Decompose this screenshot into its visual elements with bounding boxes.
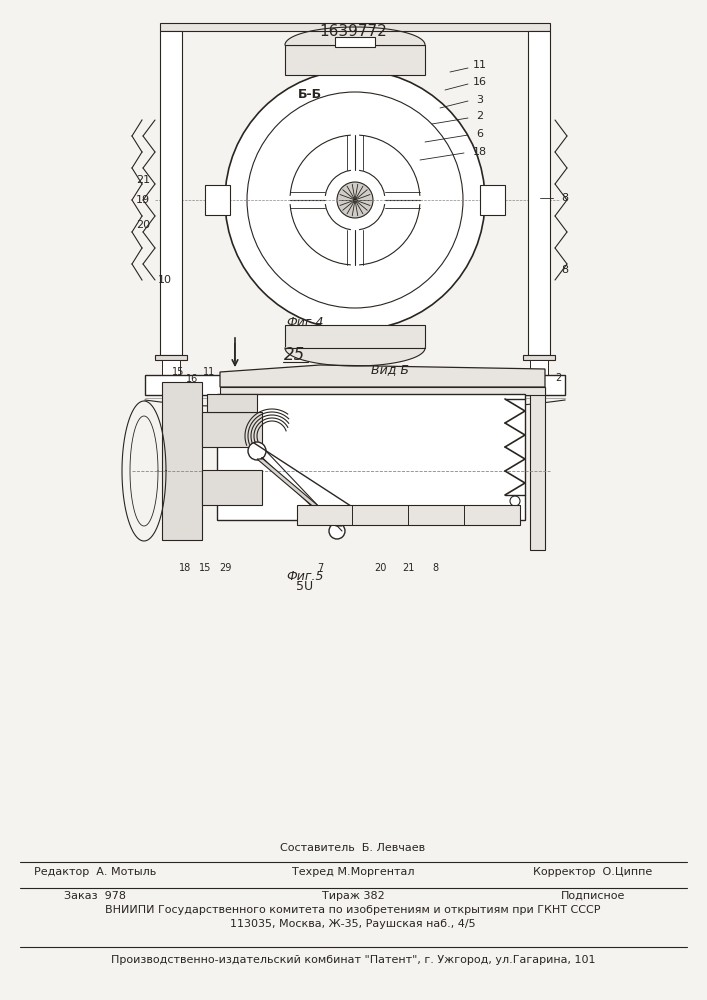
Polygon shape xyxy=(202,412,262,447)
Polygon shape xyxy=(530,387,545,550)
Text: Составитель  Б. Левчаев: Составитель Б. Левчаев xyxy=(281,843,426,853)
Text: 8: 8 xyxy=(561,193,568,203)
Text: 6: 6 xyxy=(477,129,484,139)
Text: Фиг.4: Фиг.4 xyxy=(286,316,324,328)
Text: 113035, Москва, Ж-35, Раушская наб., 4/5: 113035, Москва, Ж-35, Раушская наб., 4/5 xyxy=(230,919,476,929)
Text: 20: 20 xyxy=(136,220,150,230)
Circle shape xyxy=(290,135,420,265)
Polygon shape xyxy=(162,360,180,375)
Text: 8: 8 xyxy=(561,265,568,275)
Polygon shape xyxy=(162,382,202,540)
Text: 20: 20 xyxy=(374,563,386,573)
Text: Заказ  978: Заказ 978 xyxy=(64,891,126,901)
Text: 25: 25 xyxy=(284,346,305,364)
Text: 19: 19 xyxy=(136,195,150,205)
Text: Производственно-издательский комбинат "Патент", г. Ужгород, ул.Гагарина, 101: Производственно-издательский комбинат "П… xyxy=(111,955,595,965)
Text: Тираж 382: Тираж 382 xyxy=(322,891,385,901)
Polygon shape xyxy=(285,325,425,348)
Text: 1639772: 1639772 xyxy=(319,24,387,39)
Circle shape xyxy=(337,182,373,218)
Text: ВНИИПИ Государственного комитета по изобретениям и открытиям при ГКНТ СССР: ВНИИПИ Государственного комитета по изоб… xyxy=(105,905,601,915)
Circle shape xyxy=(329,523,345,539)
Text: Фиг.5: Фиг.5 xyxy=(286,570,324,582)
Text: 2: 2 xyxy=(555,373,561,383)
Polygon shape xyxy=(202,470,262,505)
Polygon shape xyxy=(285,45,425,75)
Text: 18: 18 xyxy=(179,563,191,573)
Polygon shape xyxy=(528,31,550,355)
Text: 21: 21 xyxy=(136,175,150,185)
Circle shape xyxy=(225,70,485,330)
Polygon shape xyxy=(335,37,375,47)
Circle shape xyxy=(325,170,385,230)
Text: 21: 21 xyxy=(402,563,414,573)
Polygon shape xyxy=(297,505,520,525)
Text: 16: 16 xyxy=(473,77,487,87)
Text: 29: 29 xyxy=(218,563,231,573)
Text: 15: 15 xyxy=(199,563,211,573)
Circle shape xyxy=(248,442,266,460)
Text: 8: 8 xyxy=(432,563,438,573)
Text: 18: 18 xyxy=(473,147,487,157)
Text: 11: 11 xyxy=(473,60,487,70)
Polygon shape xyxy=(155,355,187,360)
Text: |: | xyxy=(232,343,238,361)
Polygon shape xyxy=(530,360,548,375)
Polygon shape xyxy=(207,394,257,412)
Polygon shape xyxy=(523,355,555,360)
Text: 15: 15 xyxy=(172,367,185,377)
Text: Вид Б: Вид Б xyxy=(371,363,409,376)
Polygon shape xyxy=(205,185,230,215)
Polygon shape xyxy=(480,185,505,215)
Polygon shape xyxy=(160,23,550,31)
Text: Б-Б: Б-Б xyxy=(298,89,322,102)
Polygon shape xyxy=(285,27,425,45)
Text: 10: 10 xyxy=(158,275,172,285)
Polygon shape xyxy=(160,31,182,355)
Text: Техред М.Моргентал: Техред М.Моргентал xyxy=(292,867,414,877)
Text: Корректор  О.Циппе: Корректор О.Циппе xyxy=(533,867,653,877)
Text: 2: 2 xyxy=(477,111,484,121)
Polygon shape xyxy=(257,459,342,526)
Text: 5U: 5U xyxy=(296,580,314,593)
Text: 7: 7 xyxy=(317,563,323,573)
Text: 11: 11 xyxy=(203,367,215,377)
Polygon shape xyxy=(220,365,545,387)
Polygon shape xyxy=(220,387,545,395)
Text: Редактор  А. Мотыль: Редактор А. Мотыль xyxy=(34,867,156,877)
Polygon shape xyxy=(285,348,425,366)
Text: 16: 16 xyxy=(186,374,198,384)
Polygon shape xyxy=(145,375,565,395)
Text: 3: 3 xyxy=(477,95,484,105)
Text: Подписное: Подписное xyxy=(561,891,625,901)
Polygon shape xyxy=(217,394,525,520)
